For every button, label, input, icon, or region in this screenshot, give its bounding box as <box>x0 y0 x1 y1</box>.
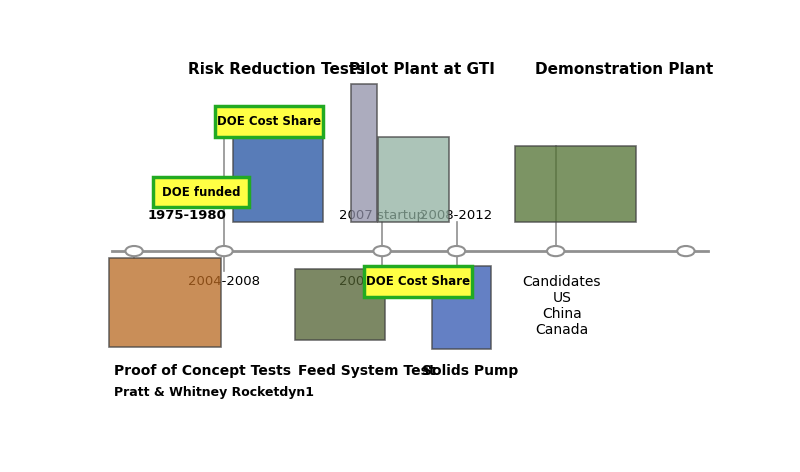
Text: Solids Pump: Solids Pump <box>422 364 518 378</box>
Text: Proof of Concept Tests: Proof of Concept Tests <box>114 364 290 378</box>
Text: DOE funded: DOE funded <box>162 185 240 199</box>
Text: Risk Reduction Tests: Risk Reduction Tests <box>188 62 366 77</box>
FancyBboxPatch shape <box>110 258 221 347</box>
FancyBboxPatch shape <box>351 84 377 222</box>
Text: Pratt & Whitney Rocketdyn1: Pratt & Whitney Rocketdyn1 <box>114 386 314 398</box>
Text: DOE Cost Share: DOE Cost Share <box>366 275 470 287</box>
Circle shape <box>374 246 390 256</box>
Text: 2004-2008: 2004-2008 <box>188 275 260 288</box>
Text: 2008-2012: 2008-2012 <box>420 209 493 222</box>
FancyBboxPatch shape <box>153 177 249 208</box>
FancyBboxPatch shape <box>378 136 449 222</box>
Circle shape <box>448 246 465 256</box>
FancyBboxPatch shape <box>432 266 490 349</box>
FancyBboxPatch shape <box>214 106 323 136</box>
Text: Pilot Plant at GTI: Pilot Plant at GTI <box>350 62 495 77</box>
Circle shape <box>126 246 142 256</box>
FancyBboxPatch shape <box>234 136 323 222</box>
Circle shape <box>547 246 564 256</box>
FancyBboxPatch shape <box>515 146 636 222</box>
Circle shape <box>215 246 233 256</box>
FancyBboxPatch shape <box>295 269 386 340</box>
Text: 1975-1980: 1975-1980 <box>147 209 226 222</box>
Text: 2007 startup: 2007 startup <box>339 209 425 222</box>
Text: Feed System Test: Feed System Test <box>298 364 436 378</box>
FancyBboxPatch shape <box>363 266 472 296</box>
Text: Candidates
US
China
Canada: Candidates US China Canada <box>522 275 601 337</box>
Text: Demonstration Plant: Demonstration Plant <box>534 62 713 77</box>
Circle shape <box>678 246 694 256</box>
Text: 2009 startup: 2009 startup <box>339 275 425 288</box>
Text: DOE Cost Share: DOE Cost Share <box>217 115 321 127</box>
